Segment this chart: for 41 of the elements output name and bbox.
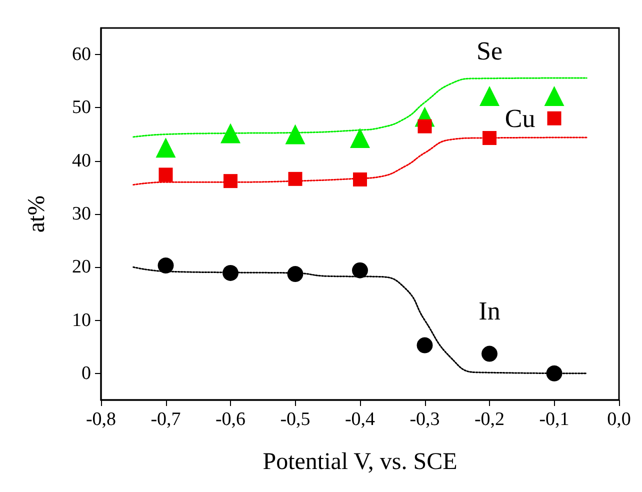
point — [353, 172, 367, 186]
point — [480, 86, 500, 106]
x-tick-label: -0,7 — [150, 409, 181, 430]
point — [158, 258, 174, 274]
x-tick-label: -0,1 — [539, 409, 570, 430]
y-tick-label: 10 — [72, 310, 91, 331]
point — [220, 123, 240, 144]
y-tick-label: 30 — [72, 204, 91, 224]
x-tick-label: 0,0 — [607, 409, 631, 430]
point — [352, 262, 368, 278]
y-tick-label: 60 — [72, 44, 91, 66]
x-tick-label: -0,4 — [344, 409, 376, 430]
x-axis-title: Potential V, vs. SCE — [262, 449, 458, 475]
y-tick-label: 40 — [72, 150, 91, 172]
x-tick-label: -0,3 — [410, 409, 440, 430]
point — [482, 131, 496, 146]
x-tick-label: -0,2 — [474, 409, 505, 430]
series-label: Se — [476, 36, 502, 66]
series-label: Cu — [504, 104, 536, 133]
point — [350, 128, 370, 148]
x-tick-label: -0,5 — [280, 409, 310, 430]
point — [224, 174, 238, 188]
point — [222, 264, 238, 281]
y-axis-title: at% — [24, 195, 50, 233]
point — [482, 346, 498, 362]
x-tick-label: -0,8 — [86, 409, 116, 430]
point — [288, 172, 302, 186]
point — [418, 119, 432, 134]
point — [156, 138, 176, 158]
x-tick-label: -0,6 — [215, 409, 246, 430]
point — [158, 168, 173, 182]
y-tick-label: 20 — [72, 256, 91, 278]
series-label: In — [478, 296, 500, 326]
point — [416, 337, 433, 354]
point — [544, 86, 564, 106]
point — [546, 365, 562, 382]
point — [287, 266, 304, 282]
point — [547, 111, 562, 126]
y-tick-label: 50 — [72, 97, 91, 118]
y-tick-label: 0 — [82, 362, 91, 384]
point — [285, 124, 306, 144]
